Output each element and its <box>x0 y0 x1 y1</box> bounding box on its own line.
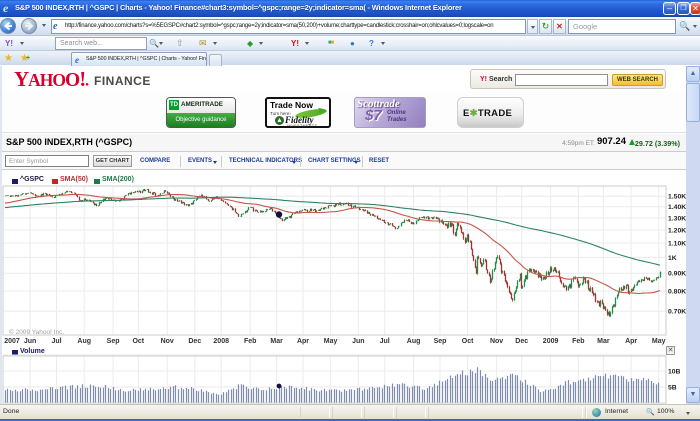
svg-text:1K: 1K <box>668 255 677 262</box>
svg-text:1.50K: 1.50K <box>668 194 686 201</box>
svg-text:0.90K: 0.90K <box>668 271 686 278</box>
svg-text:Oct: Oct <box>132 338 144 345</box>
svg-text:1.20K: 1.20K <box>668 227 686 234</box>
svg-text:0.70K: 0.70K <box>668 309 686 316</box>
svg-text:Nov: Nov <box>490 338 503 345</box>
svg-text:Jun: Jun <box>352 338 364 345</box>
svg-text:5B: 5B <box>668 384 677 391</box>
svg-text:Dec: Dec <box>188 338 201 345</box>
svg-text:1.10K: 1.10K <box>668 240 686 247</box>
svg-text:Sep: Sep <box>434 338 447 345</box>
svg-text:May: May <box>324 338 338 345</box>
svg-text:Jun: Jun <box>24 338 36 345</box>
svg-text:© 2009 Yahoo! Inc.: © 2009 Yahoo! Inc. <box>9 328 64 336</box>
svg-text:Oct: Oct <box>462 338 474 345</box>
svg-text:1.30K: 1.30K <box>668 215 686 222</box>
svg-text:Sep: Sep <box>107 338 120 345</box>
svg-text:Dec: Dec <box>515 338 528 345</box>
svg-text:2009: 2009 <box>543 338 559 345</box>
svg-text:Mar: Mar <box>597 338 610 345</box>
svg-text:1.40K: 1.40K <box>668 204 686 211</box>
svg-text:Feb: Feb <box>572 338 584 345</box>
svg-text:Nov: Nov <box>161 338 174 345</box>
svg-text:Aug: Aug <box>407 338 421 345</box>
svg-text:0.80K: 0.80K <box>668 288 686 295</box>
svg-text:Apr: Apr <box>297 338 309 345</box>
svg-text:Mar: Mar <box>270 338 283 345</box>
svg-text:2007: 2007 <box>4 338 20 345</box>
svg-text:Feb: Feb <box>244 338 256 345</box>
svg-text:Jul: Jul <box>380 338 390 345</box>
svg-text:Apr: Apr <box>625 338 637 345</box>
svg-text:May: May <box>652 338 666 345</box>
svg-text:2008: 2008 <box>213 338 229 345</box>
svg-text:10B: 10B <box>668 368 681 375</box>
svg-text:Aug: Aug <box>77 338 91 345</box>
svg-text:Jul: Jul <box>51 338 61 345</box>
